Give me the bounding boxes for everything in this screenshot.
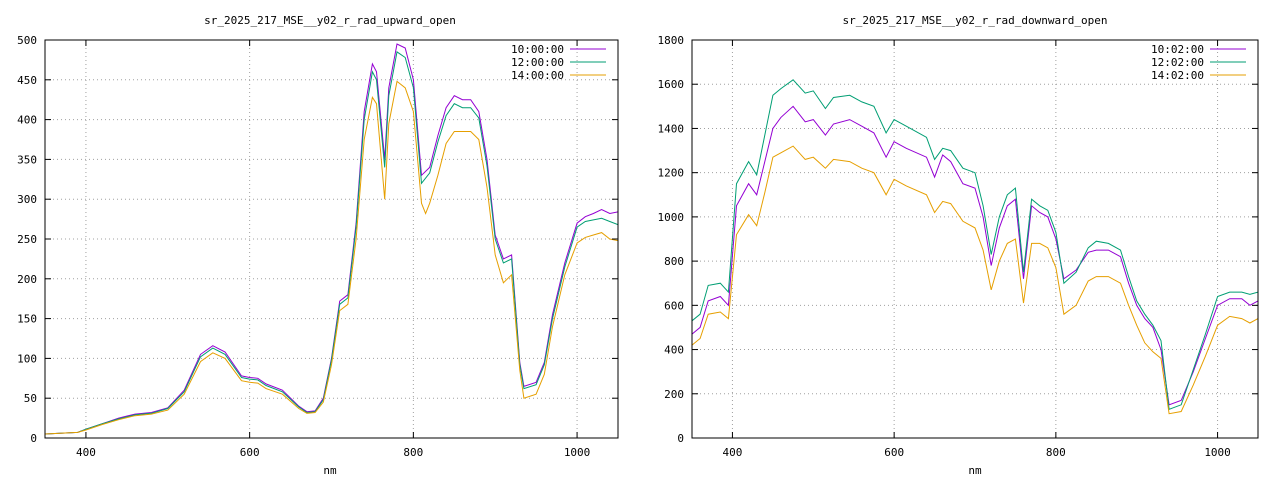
series-line	[45, 51, 618, 435]
y-tick-label: 600	[664, 299, 684, 312]
upward-radiance-chart: sr_2025_217_MSE__y02_r_rad_upward_open n…	[17, 14, 619, 477]
y-tick-label: 50	[24, 392, 37, 405]
y-tick-label: 1800	[658, 34, 685, 47]
y-tick-label: 300	[17, 193, 37, 206]
chart-title: sr_2025_217_MSE__y02_r_rad_upward_open	[204, 14, 456, 27]
y-tick-label: 0	[677, 432, 684, 445]
y-tick-label: 150	[17, 313, 37, 326]
x-tick-label: 400	[76, 446, 96, 459]
series-line	[692, 79, 1258, 410]
chart-title: sr_2025_217_MSE__y02_r_rad_downward_open	[843, 14, 1108, 27]
legend-label: 12:02:00	[1151, 56, 1204, 69]
y-tick-label: 400	[664, 344, 684, 357]
x-tick-label: 1000	[1204, 446, 1231, 459]
x-tick-label: 1000	[564, 446, 591, 459]
y-tick-label: 800	[664, 255, 684, 268]
x-axis-label: nm	[968, 464, 982, 477]
y-tick-label: 100	[17, 352, 37, 365]
plot-frame	[44, 39, 619, 439]
y-tick-label: 450	[17, 74, 37, 87]
y-tick-label: 1000	[658, 211, 685, 224]
series-line	[692, 145, 1258, 415]
x-tick-label: 800	[1046, 446, 1066, 459]
series-line	[692, 105, 1258, 406]
y-tick-label: 400	[17, 114, 37, 127]
y-tick-label: 1200	[658, 167, 685, 180]
y-tick-label: 0	[30, 432, 37, 445]
y-tick-label: 200	[664, 388, 684, 401]
x-tick-label: 600	[240, 446, 260, 459]
legend-label: 10:02:00	[1151, 43, 1204, 56]
y-tick-label: 200	[17, 273, 37, 286]
legend-label: 14:02:00	[1151, 69, 1204, 82]
legend-label: 14:00:00	[511, 69, 564, 82]
legend-label: 12:00:00	[511, 56, 564, 69]
y-tick-label: 1400	[658, 122, 685, 135]
x-tick-label: 800	[403, 446, 423, 459]
x-tick-label: 600	[884, 446, 904, 459]
y-tick-label: 1600	[658, 78, 685, 91]
y-tick-label: 500	[17, 34, 37, 47]
legend-label: 10:00:00	[511, 43, 564, 56]
series-line	[45, 43, 618, 435]
x-tick-label: 400	[722, 446, 742, 459]
series-line	[45, 80, 618, 435]
y-tick-label: 250	[17, 233, 37, 246]
downward-radiance-chart: sr_2025_217_MSE__y02_r_rad_downward_open…	[658, 14, 1259, 477]
x-axis-label: nm	[323, 464, 337, 477]
plot-frame	[691, 39, 1259, 439]
y-tick-label: 350	[17, 153, 37, 166]
